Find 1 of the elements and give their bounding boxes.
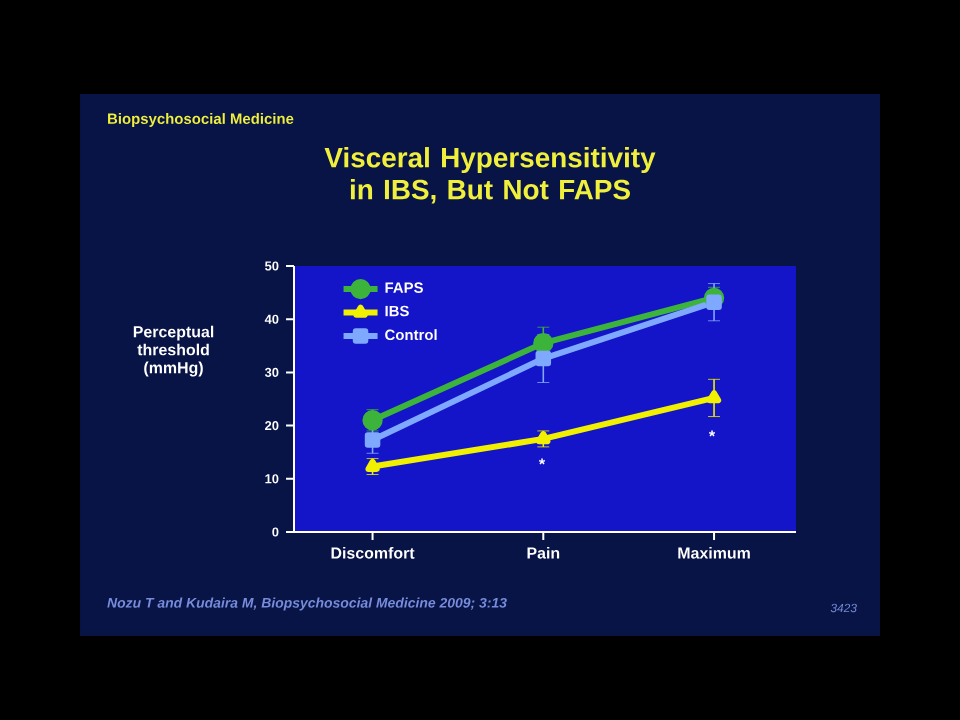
- chart-title: Visceral Hypersensitivity in IBS, But Not FAPS: [324, 147, 656, 204]
